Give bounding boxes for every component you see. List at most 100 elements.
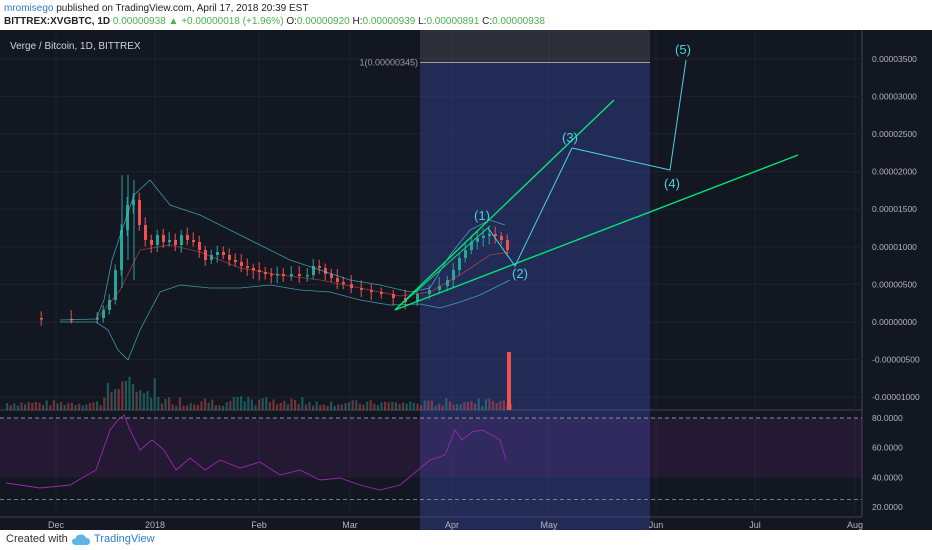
volume-bar (261, 398, 264, 410)
volume-bar (398, 403, 401, 410)
volume-bar (92, 402, 95, 410)
volume-bar (24, 404, 27, 410)
volume-bar (420, 405, 423, 410)
high-label: H: (352, 16, 363, 27)
volume-bar (132, 383, 135, 410)
volume-bar (456, 404, 459, 410)
candle-body (290, 274, 293, 276)
volume-bar (502, 400, 505, 410)
time-tick-label: Aug (847, 520, 863, 530)
volume-bar (326, 405, 329, 410)
candle-body (470, 242, 473, 250)
volume-bar (452, 404, 455, 410)
volume-bar (142, 393, 145, 410)
volume-bar (207, 402, 210, 410)
candle-body (180, 235, 183, 245)
rsi-tick-label: 40.0000 (872, 472, 903, 482)
candle-body (312, 266, 315, 275)
time-tick-label: Apr (445, 520, 459, 530)
candle-body (324, 268, 327, 274)
volume-bar (312, 405, 315, 410)
volume-bar (340, 404, 343, 410)
volume-bar (254, 405, 257, 410)
candle-body (234, 260, 237, 262)
elliott-wave-label: (1) (474, 208, 490, 223)
volume-bar (445, 398, 448, 410)
candle-body (204, 250, 207, 260)
volume-bar (6, 403, 9, 410)
candle-body (150, 240, 153, 245)
volume-bar (85, 404, 88, 410)
volume-bar (481, 405, 484, 410)
volume-bar (13, 403, 16, 410)
candle-body (114, 270, 117, 300)
volume-bar (333, 405, 336, 410)
volume-bar (301, 397, 304, 410)
candle-body (458, 258, 461, 270)
price-tick-label: 0.00001500 (872, 204, 917, 214)
volume-bar (196, 405, 199, 410)
volume-bar (474, 403, 477, 410)
volume-bar (405, 403, 408, 410)
volume-bar (243, 401, 246, 410)
lower-trend-line (394, 154, 799, 311)
volume-bar (409, 401, 412, 410)
volume-bar (391, 401, 394, 410)
volume-bar (466, 402, 469, 410)
candle-body (168, 240, 171, 242)
volume-bar (128, 376, 131, 410)
volume-bar (448, 401, 451, 410)
tradingview-brand[interactable]: TradingView (94, 533, 155, 545)
volume-bar (103, 397, 106, 410)
upper-trend-line (394, 99, 615, 311)
candle-body (228, 255, 231, 260)
candle-body (494, 234, 497, 236)
volume-bar (121, 381, 124, 410)
candle-body (330, 274, 333, 278)
volume-bar (34, 401, 37, 410)
candle-body (370, 290, 373, 292)
volume-bar (286, 404, 289, 410)
volume-bar (168, 397, 171, 410)
volume-bar (38, 402, 41, 410)
volume-bar (81, 405, 84, 410)
volume-bar (99, 405, 102, 410)
price-tick-label: 0.00003000 (872, 91, 917, 101)
author-link[interactable]: mromisego (4, 3, 54, 14)
time-tick-label: May (540, 520, 558, 530)
volume-bar (247, 396, 250, 410)
volume-bar (427, 400, 430, 410)
candle-body (488, 234, 491, 236)
candle-body (336, 278, 339, 282)
inner-trend-line (394, 225, 491, 311)
bollinger-lower (60, 279, 511, 361)
volume-bar (369, 400, 372, 410)
volume-bar (463, 402, 466, 410)
candle-body (446, 280, 449, 286)
time-tick-label: 2018 (145, 520, 165, 530)
volume-bar (124, 380, 127, 410)
volume-bar (171, 404, 174, 410)
volume-bar (488, 398, 491, 410)
price-chart[interactable]: 0(0.00001437)0.236(0.00001179)0.382(0.00… (0, 30, 932, 530)
volume-bar (9, 405, 12, 410)
price-tick-label: 0.00000500 (872, 279, 917, 289)
volume-bar (135, 391, 138, 410)
volume-bar (182, 405, 185, 410)
volume-bar (200, 401, 203, 410)
volume-bar (225, 402, 228, 410)
volume-bar (351, 400, 354, 410)
volume-bar (337, 404, 340, 410)
rsi-tick-label: 60.0000 (872, 443, 903, 453)
volume-bar (492, 401, 495, 410)
volume-bar (308, 401, 311, 410)
candle-body (392, 294, 395, 298)
volume-bar (31, 403, 34, 410)
volume-bar (218, 405, 221, 410)
volume-bar (459, 404, 462, 410)
volume-bar (67, 403, 70, 410)
volume-bar (484, 399, 487, 410)
close-value: 0.00000938 (492, 16, 545, 27)
volume-bar (319, 404, 322, 410)
volume-bar (265, 397, 268, 410)
